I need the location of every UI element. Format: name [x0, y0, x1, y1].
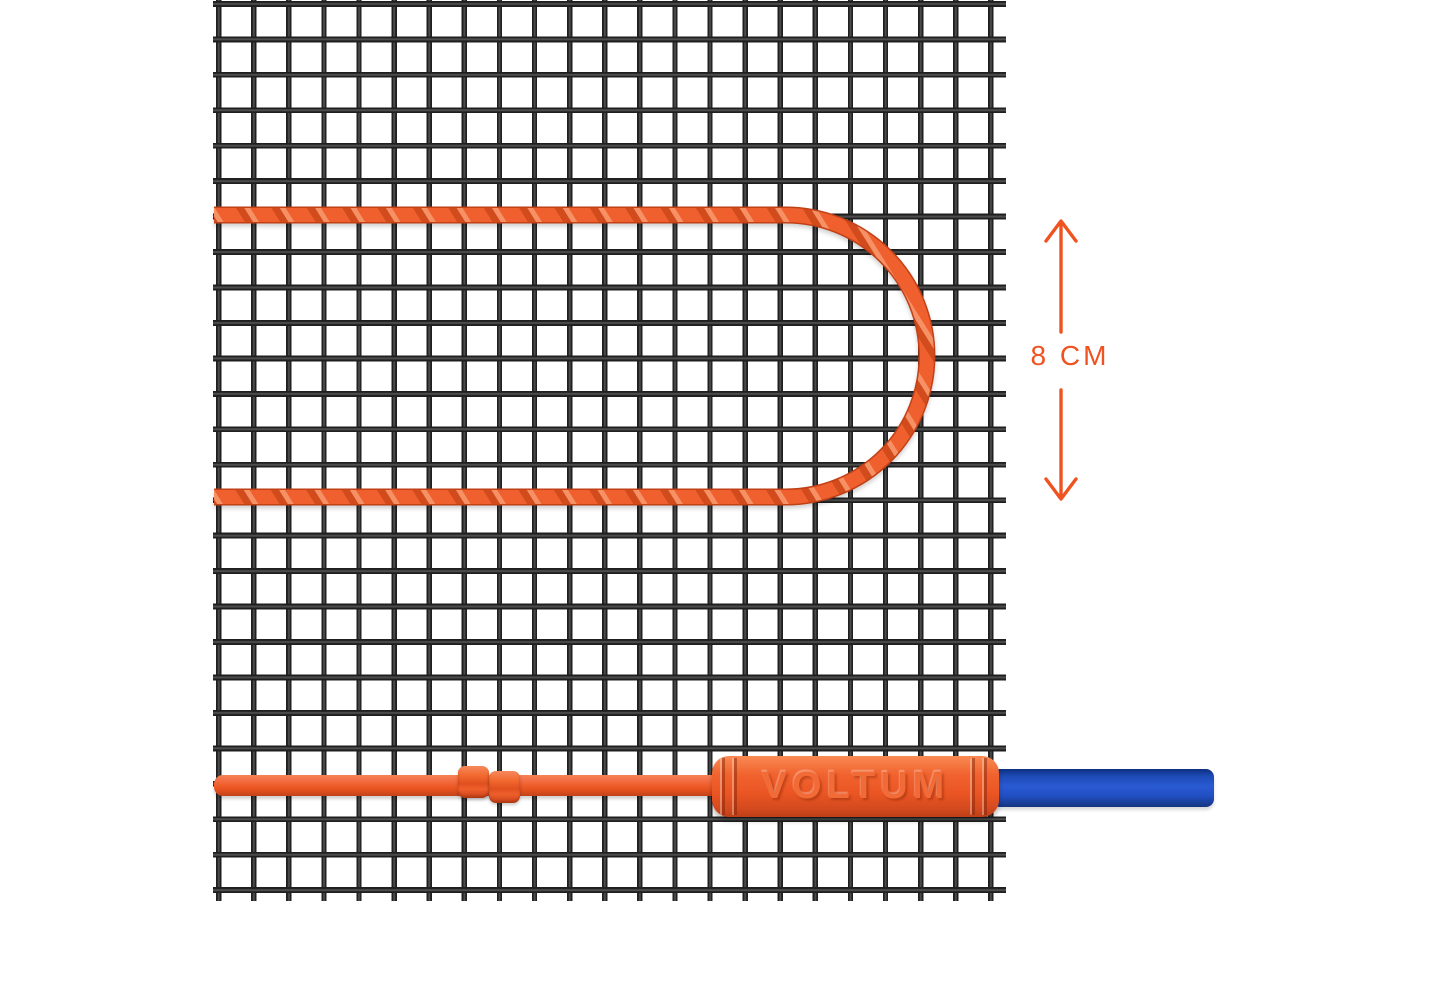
mesh-horizontal-wires: [213, 1, 1006, 894]
spacing-arrow-down-head: [1044, 477, 1078, 501]
sleeve-rib-left: [717, 758, 743, 815]
power-lead-cable: [996, 769, 1214, 807]
cable-splice-clip-left: [458, 766, 489, 798]
brand-label: VOLTUM: [761, 765, 950, 807]
spacing-arrow-up-head: [1044, 219, 1078, 243]
cable-splice-clip-right: [489, 771, 520, 803]
connection-sleeve: VOLTUM: [712, 756, 999, 817]
spacing-label: 8 CM: [1030, 340, 1110, 371]
heating-cable-body: [214, 208, 934, 504]
sleeve-rib-right: [967, 758, 993, 815]
